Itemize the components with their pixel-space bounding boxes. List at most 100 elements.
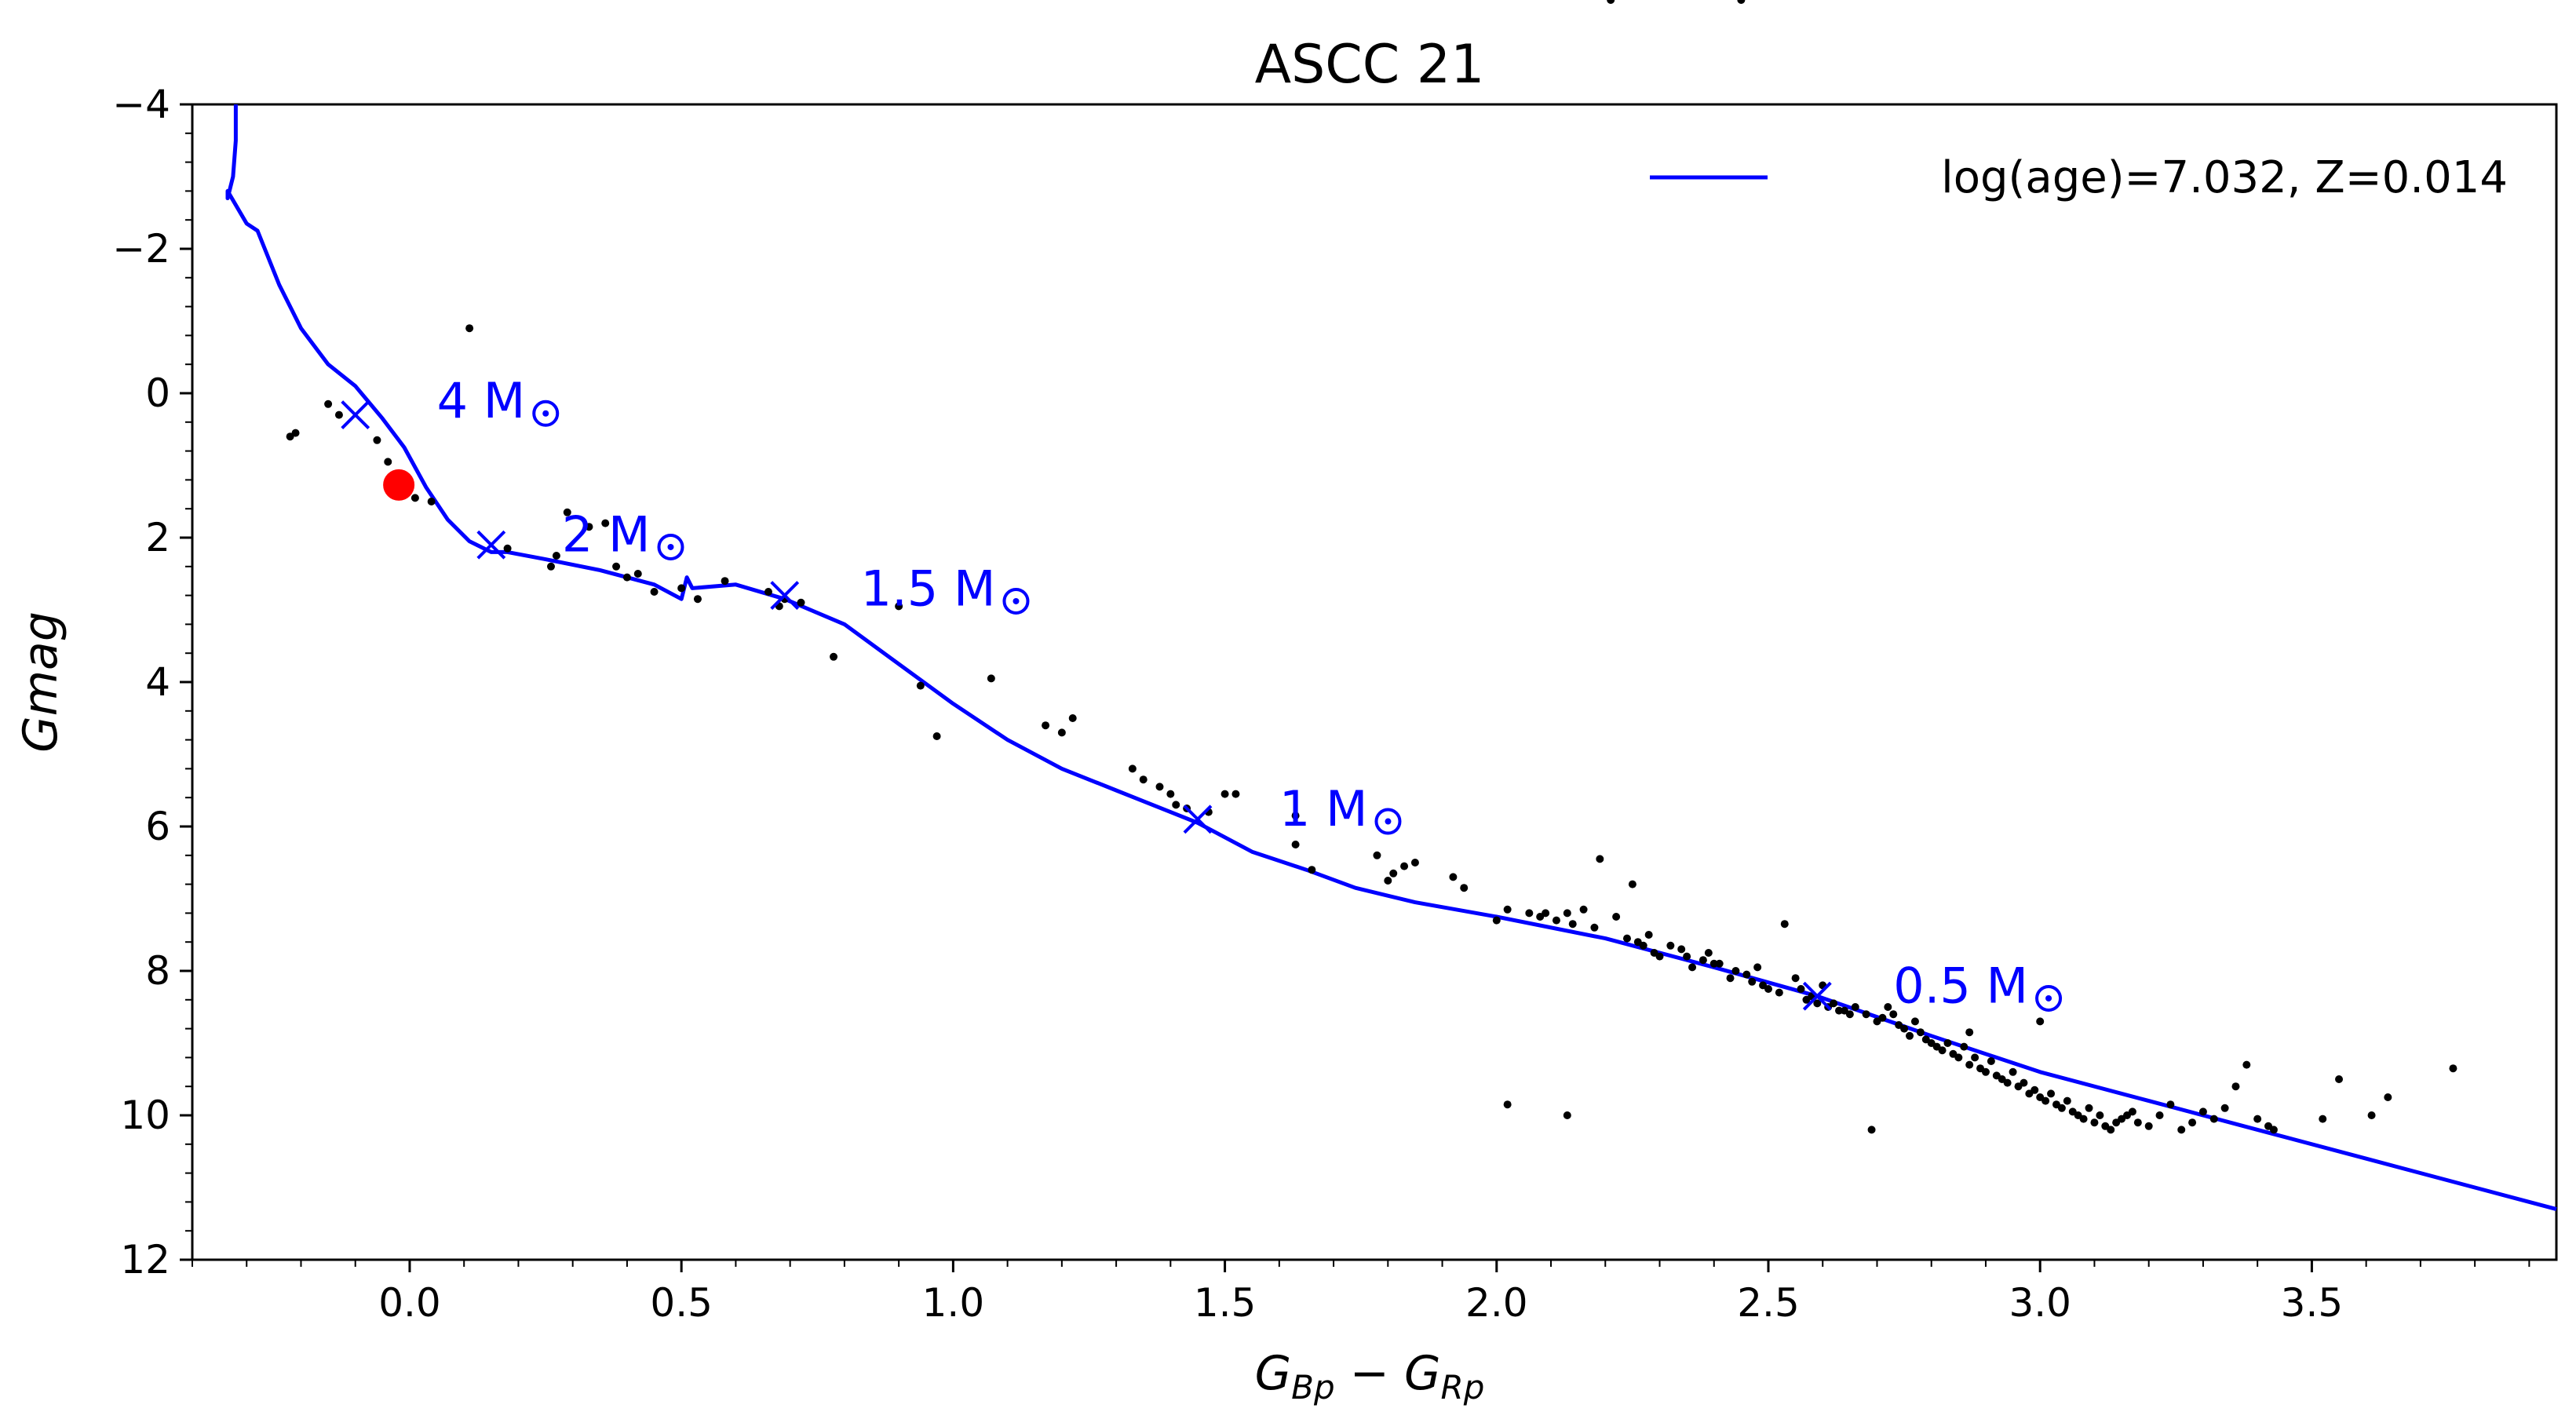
star-point — [503, 544, 512, 553]
legend-label: log(age)=7.032, Z=0.014 — [1941, 152, 2508, 203]
star-point — [1291, 841, 1300, 848]
star-point — [2269, 1126, 2278, 1134]
y-tick-label: 4 — [145, 659, 170, 705]
star-point — [1644, 931, 1653, 939]
star-point — [1688, 963, 1697, 972]
star-point — [2335, 1075, 2344, 1083]
star-point — [1677, 945, 1686, 954]
star-point — [1889, 1010, 1898, 1019]
mass-label: 1.5 M — [861, 560, 996, 617]
star-point — [916, 681, 925, 690]
x-tick-label: 0.5 — [650, 1280, 713, 1326]
star-point — [2128, 1107, 2136, 1116]
star-point — [1709, 959, 1718, 968]
star-point — [1503, 905, 1512, 914]
star-point — [1525, 909, 1534, 918]
y-tick-label: −2 — [112, 226, 170, 272]
mass-marker-x — [1183, 805, 1213, 834]
star-point — [1410, 859, 1419, 867]
star-point — [1845, 1010, 1854, 1019]
star-point — [1965, 1028, 1974, 1037]
star-point — [1884, 1003, 1892, 1011]
y-tick-label: 0 — [145, 370, 170, 416]
star-point — [1057, 728, 1066, 737]
star-point — [2155, 1111, 2164, 1119]
star-point — [552, 552, 560, 560]
x-tick-label: 2.5 — [1737, 1280, 1800, 1326]
star-point — [1563, 1111, 1571, 1119]
star-point — [585, 523, 593, 531]
star-point — [1835, 1006, 1844, 1015]
star-point — [1704, 949, 1713, 957]
star-point — [427, 498, 436, 505]
star-point — [2319, 1115, 2327, 1123]
star-point — [987, 674, 995, 683]
star-point — [2188, 1118, 2197, 1127]
star-point — [1220, 790, 1229, 798]
star-point — [1943, 1039, 1952, 1047]
star-point — [2209, 1115, 2218, 1123]
star-point — [1791, 974, 1800, 983]
star-point — [1612, 913, 1621, 921]
star-point — [1731, 967, 1740, 975]
star-point — [2198, 1107, 2207, 1116]
star-point — [410, 494, 419, 502]
solar-symbol-dot — [2045, 994, 2052, 1002]
star-point — [1139, 775, 1148, 784]
x-tick-label: 0.0 — [378, 1280, 441, 1326]
star-point — [1742, 970, 1751, 979]
mass-labels-layer: 4 M 2 M 1.5 M 1 M 0.5 M — [437, 372, 2063, 1014]
star-point — [1906, 1031, 1914, 1040]
y-tick-label: 12 — [120, 1237, 170, 1282]
solar-symbol-dot — [542, 410, 549, 417]
star-point — [2063, 1096, 2071, 1105]
star-point — [1579, 905, 1588, 914]
mass-markers-layer — [341, 400, 1832, 1011]
mass-label: 4 M — [437, 372, 526, 429]
star-point — [797, 598, 805, 607]
chart-title: ASCC 21 — [1255, 34, 1485, 96]
star-point — [2096, 1111, 2104, 1119]
star-point — [1373, 851, 1381, 859]
star-point — [2449, 1064, 2457, 1073]
star-point — [2231, 1082, 2240, 1091]
stars-layer — [286, 0, 2457, 1134]
star-point — [2009, 1067, 2017, 1076]
solar-symbol-dot — [1385, 818, 1392, 825]
star-point — [830, 652, 838, 661]
solar-symbol-dot — [667, 543, 674, 550]
star-point — [2047, 1089, 2056, 1098]
star-point — [1900, 1024, 1909, 1033]
star-point — [1542, 909, 1550, 918]
star-point — [1563, 909, 1571, 918]
star-point — [1449, 873, 1458, 881]
star-point — [764, 588, 772, 596]
star-point — [1726, 974, 1735, 983]
star-point — [373, 436, 381, 444]
star-point — [2220, 1104, 2229, 1112]
x-axis-label: GBp − GRp — [1255, 1346, 1485, 1407]
star-point — [1492, 916, 1501, 925]
mass-label: 1 M — [1279, 780, 1368, 837]
star-point — [324, 400, 333, 408]
star-point — [721, 577, 729, 586]
star-point — [546, 562, 555, 571]
star-point — [2242, 1060, 2251, 1069]
star-point — [1291, 812, 1300, 820]
star-point — [1596, 855, 1604, 863]
star-point — [1384, 877, 1392, 885]
star-point — [1172, 801, 1180, 809]
star-point — [2166, 1100, 2175, 1109]
y-tick-label: 8 — [145, 948, 170, 994]
star-point — [1954, 1053, 1963, 1062]
star-point — [1042, 721, 1050, 730]
star-point — [1910, 1017, 1919, 1026]
star-point — [895, 602, 903, 611]
star-point — [1389, 869, 1398, 877]
x-tick-label: 1.5 — [1194, 1280, 1257, 1326]
star-point — [1628, 880, 1636, 888]
solar-symbol-dot — [1013, 597, 1020, 604]
star-point — [2085, 1104, 2093, 1112]
